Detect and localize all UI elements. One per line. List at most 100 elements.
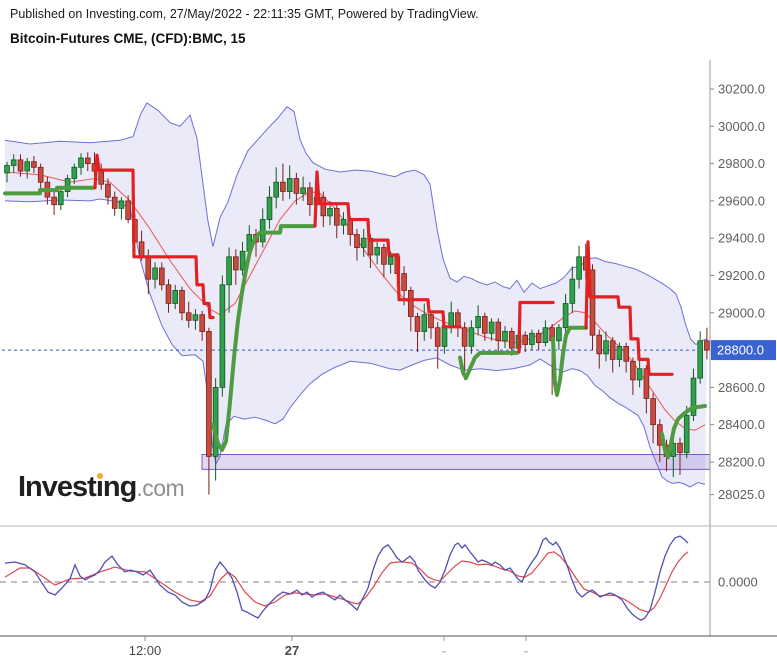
candle-body	[481, 316, 488, 334]
candle-body	[17, 159, 24, 172]
candle-body	[697, 340, 703, 379]
candle-body	[58, 191, 64, 206]
candle-body	[576, 256, 582, 280]
candle-body	[529, 332, 535, 345]
candle-body	[657, 424, 663, 446]
candle-body	[158, 267, 165, 286]
price-axis-label: 28400.0	[718, 417, 765, 432]
logo-orange-dot-i: i	[95, 471, 104, 503]
candle-body	[421, 314, 428, 332]
candle-body	[583, 256, 589, 271]
candle-body	[273, 181, 279, 198]
candle-body	[105, 183, 111, 198]
candle-body	[549, 327, 555, 342]
price-axis-label: 29600.0	[718, 193, 765, 208]
time-axis-label: 27	[285, 643, 299, 658]
candle-body	[367, 237, 374, 256]
candle-body	[562, 303, 569, 329]
candle-body	[327, 207, 333, 217]
candle-body	[468, 327, 475, 347]
candle-body	[293, 178, 300, 194]
oscillator-main-line	[4, 535, 689, 621]
candle-body	[71, 166, 78, 179]
candle-body	[172, 289, 179, 304]
candle-body	[401, 273, 407, 291]
candle-body	[51, 196, 57, 206]
candle-body	[98, 170, 105, 185]
logo-com-text: .com	[136, 475, 185, 501]
candle-body	[623, 345, 629, 362]
candle-body	[64, 178, 71, 193]
candle-body	[132, 219, 138, 243]
candle-body	[212, 386, 219, 457]
price-axis-label: 30200.0	[718, 82, 765, 97]
candle-body	[535, 332, 542, 343]
candle-body	[125, 200, 131, 220]
candle-body	[199, 314, 206, 332]
candle-body	[414, 316, 421, 332]
candle-body	[522, 334, 528, 345]
candle-body	[643, 368, 650, 399]
candle-body	[502, 330, 508, 342]
price-axis-label: 28200.0	[718, 455, 765, 470]
candle-body	[683, 414, 690, 454]
candle-body	[495, 321, 502, 342]
trend-line-green	[211, 224, 315, 452]
candle-body	[690, 377, 697, 416]
candle-body	[111, 196, 118, 209]
price-axis-label: 29400.0	[718, 231, 765, 246]
investing-logo: Investing.com	[18, 471, 185, 503]
oscillator-zero-label: 0.0000	[718, 575, 758, 590]
price-axis-label: 28025.0	[718, 487, 765, 502]
candle-body	[145, 256, 152, 280]
candle-body	[515, 334, 522, 349]
candle-body	[266, 196, 273, 220]
candle-body	[85, 157, 91, 164]
time-label-clipped	[524, 651, 528, 653]
last-price-tag	[711, 340, 776, 361]
candle-body	[44, 181, 51, 198]
candle-body	[192, 314, 199, 321]
bollinger-fill	[5, 103, 707, 487]
candle-body	[630, 360, 636, 381]
candle-body	[253, 234, 259, 243]
candle-body	[387, 256, 394, 265]
last-price-tag-label: 28800.0	[717, 343, 764, 358]
candle-body	[165, 284, 172, 304]
candle-body	[542, 327, 549, 344]
candle-body	[232, 256, 239, 271]
candle-body	[596, 334, 602, 355]
trend-line-green	[551, 325, 588, 397]
candle-body	[320, 196, 327, 217]
candle-body	[333, 207, 340, 226]
candle-body	[37, 166, 44, 183]
candle-body	[488, 321, 495, 334]
candle-body	[354, 234, 360, 249]
published-line: Published on Investing.com, 27/May/2022 …	[10, 7, 479, 21]
candle-body	[286, 178, 293, 193]
candle-body	[360, 237, 367, 248]
candle-body	[24, 161, 30, 172]
candle-body	[461, 327, 468, 347]
candle-body	[4, 165, 10, 174]
candle-body	[677, 442, 683, 453]
candle-body	[91, 163, 98, 172]
candle-body	[300, 187, 306, 194]
candle-body	[650, 398, 656, 426]
candle-body	[219, 284, 226, 388]
candle-body	[280, 181, 286, 192]
price-axis-label: 29800.0	[718, 156, 765, 171]
candle-body	[340, 219, 347, 226]
candle-body	[307, 187, 313, 206]
candle-body	[670, 442, 677, 457]
candle-body	[569, 278, 576, 304]
candle-body	[226, 256, 232, 286]
price-axis-label: 28600.0	[718, 380, 765, 395]
bollinger-mid-line	[4, 171, 706, 431]
bollinger-upper-line	[4, 102, 708, 346]
candle-body	[347, 219, 353, 235]
trend-line-green	[458, 350, 519, 381]
candle-body	[31, 161, 37, 168]
